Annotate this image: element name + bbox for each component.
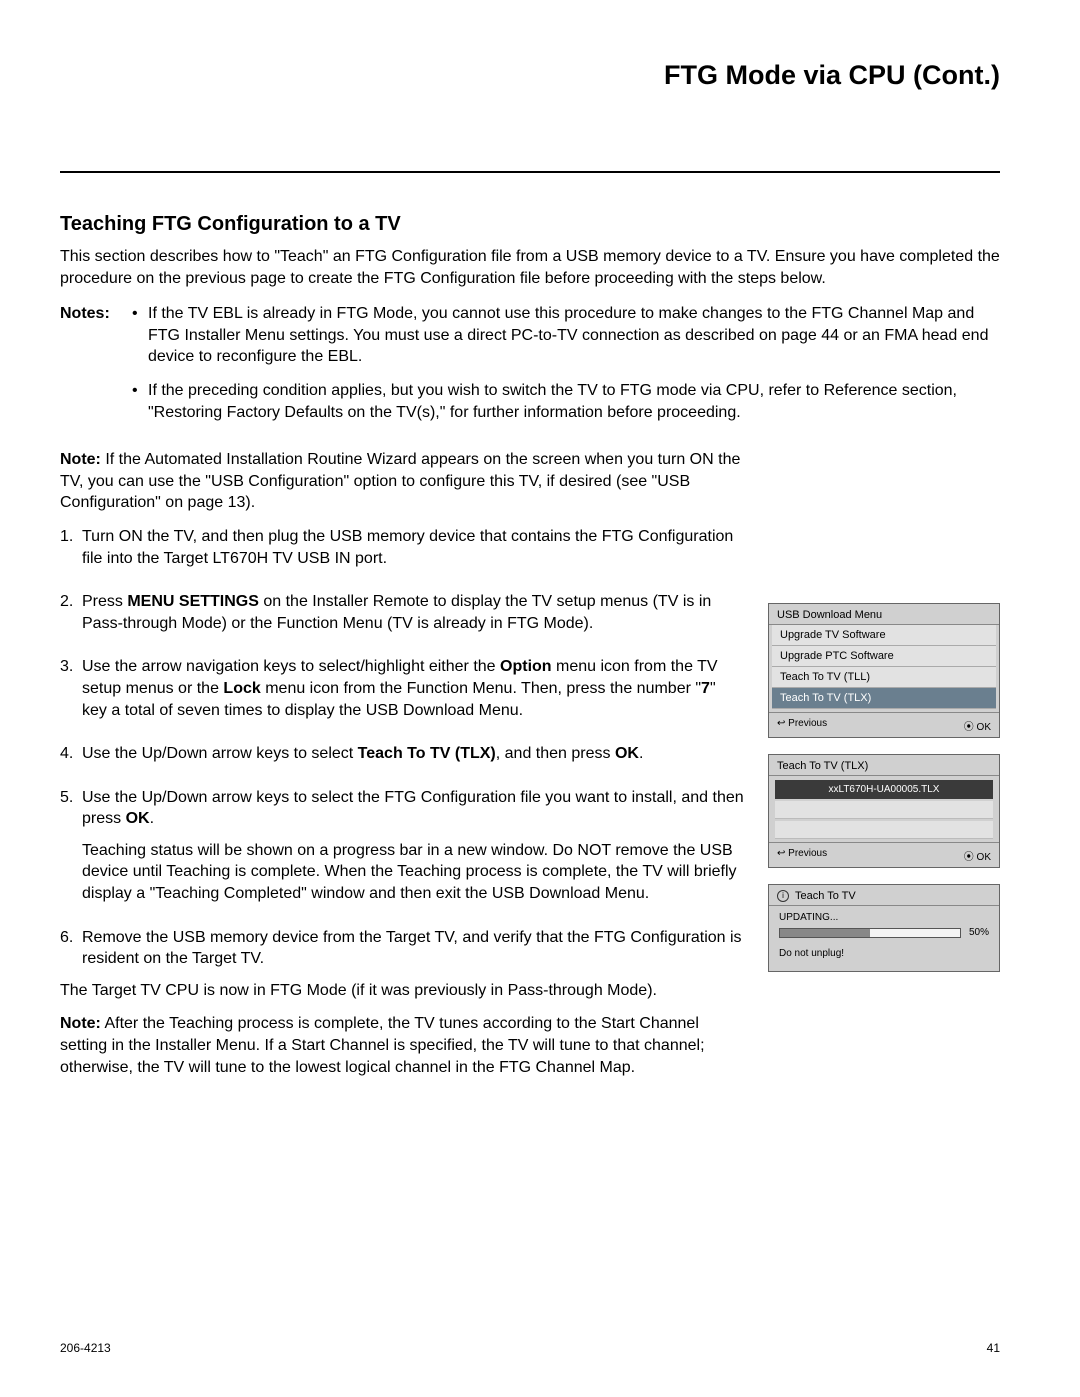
progress-bar <box>779 928 961 938</box>
section-title: Teaching FTG Configuration to a TV <box>60 213 1000 236</box>
menu-item[interactable]: Teach To TV (TLL) <box>772 667 996 688</box>
ok-icon: ⦿ <box>964 852 974 863</box>
teach-to-tv-progress: i Teach To TV UPDATING... 50% Do not unp… <box>768 884 1000 972</box>
menu-title: i Teach To TV <box>769 885 999 906</box>
pre-note: Note: If the Automated Installation Rout… <box>60 449 744 514</box>
page-footer: 206-4213 41 <box>60 1341 1000 1355</box>
menu-title-text: Teach To TV <box>795 890 856 902</box>
step-text: Press MENU SETTINGS on the Installer Rem… <box>82 591 744 634</box>
file-row-empty <box>775 801 993 819</box>
step-3: 3. Use the arrow navigation keys to sele… <box>60 656 744 731</box>
info-icon: i <box>777 890 789 902</box>
step-text: Use the Up/Down arrow keys to select the… <box>82 787 744 830</box>
note-item: • If the TV EBL is already in FTG Mode, … <box>132 303 1000 368</box>
menu-title: USB Download Menu <box>769 604 999 625</box>
page-title: FTG Mode via CPU (Cont.) <box>60 60 1000 91</box>
progress-fill <box>780 929 870 937</box>
step-text: Use the Up/Down arrow keys to select Tea… <box>82 743 643 765</box>
back-icon: ↩ <box>777 718 785 729</box>
step-number: 4. <box>60 743 82 775</box>
note-text: If the TV EBL is already in FTG Mode, yo… <box>148 303 1000 368</box>
page-number: 41 <box>987 1341 1000 1355</box>
divider <box>60 171 1000 173</box>
screenshots-column: USB Download Menu Upgrade TV Software Up… <box>768 449 1000 1090</box>
ok-icon: ⦿ <box>964 722 974 733</box>
note-text: If the preceding condition applies, but … <box>148 380 1000 423</box>
step-6: 6. Remove the USB memory device from the… <box>60 927 744 980</box>
step-2: 2. Press MENU SETTINGS on the Installer … <box>60 591 744 644</box>
bullet-icon: • <box>132 303 148 368</box>
file-row-selected[interactable]: xxLT670H-UA00005.TLX <box>775 780 993 799</box>
menu-item[interactable]: Upgrade PTC Software <box>772 646 996 667</box>
status-text: UPDATING... <box>779 912 989 923</box>
step-text: Remove the USB memory device from the Ta… <box>82 927 744 970</box>
note-body: If the Automated Installation Routine Wi… <box>60 451 740 511</box>
step-number: 2. <box>60 591 82 644</box>
progress-bar-row: 50% <box>779 927 989 938</box>
menu-footer: ↩ Previous ⦿ OK <box>769 842 999 867</box>
instructions-column: Note: If the Automated Installation Rout… <box>60 449 744 1090</box>
step-5: 5. Use the Up/Down arrow keys to select … <box>60 787 744 915</box>
note-label: Note: <box>60 451 101 468</box>
step-text-p2: Teaching status will be shown on a progr… <box>82 840 744 905</box>
step-number: 1. <box>60 526 82 579</box>
progress-percent: 50% <box>969 927 989 938</box>
warning-text: Do not unplug! <box>779 948 989 959</box>
step-4: 4. Use the Up/Down arrow keys to select … <box>60 743 744 775</box>
notes-label: Notes: <box>60 303 132 435</box>
menu-footer: ↩ Previous ⦿ OK <box>769 712 999 737</box>
usb-download-menu: USB Download Menu Upgrade TV Software Up… <box>768 603 1000 738</box>
note-label: Note: <box>60 1015 101 1032</box>
bullet-icon: • <box>132 380 148 423</box>
ok-hint: ⦿ OK <box>964 848 991 863</box>
step-number: 6. <box>60 927 82 980</box>
menu-item[interactable]: Upgrade TV Software <box>772 625 996 646</box>
post-note: Note: After the Teaching process is comp… <box>60 1013 744 1078</box>
intro-text: This section describes how to "Teach" an… <box>60 246 1000 289</box>
teach-to-tv-file-menu: Teach To TV (TLX) xxLT670H-UA00005.TLX ↩… <box>768 754 1000 868</box>
previous-hint: ↩ Previous <box>777 718 827 733</box>
step-number: 5. <box>60 787 82 915</box>
step-text: Use the arrow navigation keys to select/… <box>82 656 744 721</box>
step-text: Turn ON the TV, and then plug the USB me… <box>82 526 744 569</box>
menu-item-selected[interactable]: Teach To TV (TLX) <box>772 688 996 709</box>
doc-id: 206-4213 <box>60 1341 111 1355</box>
post-para: The Target TV CPU is now in FTG Mode (if… <box>60 980 744 1002</box>
note-body: After the Teaching process is complete, … <box>60 1015 705 1075</box>
file-row-empty <box>775 821 993 839</box>
menu-title: Teach To TV (TLX) <box>769 755 999 776</box>
previous-hint: ↩ Previous <box>777 848 827 863</box>
notes-block: Notes: • If the TV EBL is already in FTG… <box>60 303 1000 435</box>
note-item: • If the preceding condition applies, bu… <box>132 380 1000 423</box>
ok-hint: ⦿ OK <box>964 718 991 733</box>
back-icon: ↩ <box>777 848 785 859</box>
step-1: 1. Turn ON the TV, and then plug the USB… <box>60 526 744 579</box>
step-number: 3. <box>60 656 82 731</box>
